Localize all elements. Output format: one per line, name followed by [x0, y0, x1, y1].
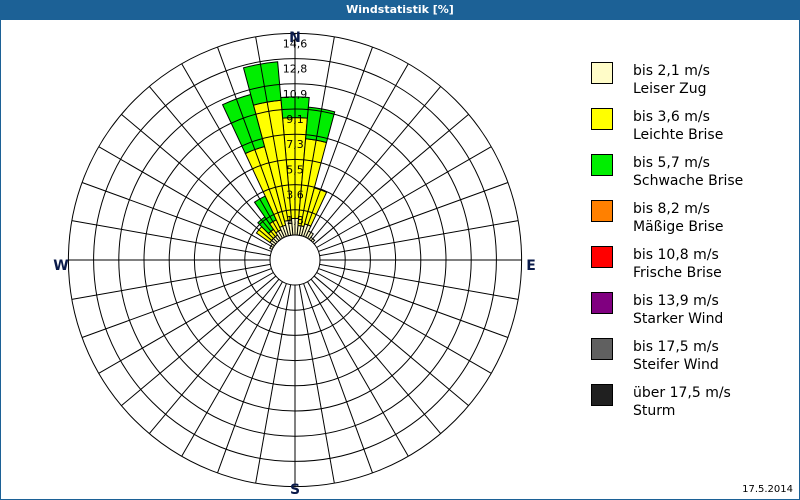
legend-name: Starker Wind: [633, 311, 724, 327]
grid-spoke: [255, 36, 292, 236]
grid-spoke: [313, 275, 469, 407]
grid-spoke: [81, 268, 272, 338]
grid-spoke: [307, 281, 409, 457]
legend-name: Mäßige Brise: [633, 219, 724, 235]
grid-spoke: [217, 283, 287, 474]
grid-spoke: [319, 263, 519, 300]
ring-labels: 1,8 3,6 5,5 7,3 9,1 10,9 12,8 14,6: [283, 37, 308, 226]
grid-spoke: [313, 113, 469, 245]
ring-label: 3,6: [286, 189, 304, 202]
grid-spoke: [298, 284, 335, 484]
legend-name: Leiser Zug: [633, 81, 707, 97]
legend-swatch: [591, 200, 613, 222]
legend-swatch: [591, 62, 613, 84]
grid-spoke: [121, 113, 277, 245]
legend-range: bis 17,5 m/s: [633, 339, 719, 355]
grid-spoke: [316, 146, 492, 248]
ring-label: 7,3: [286, 138, 304, 151]
wind-rose-chart: 1,8 3,6 5,5 7,3 9,1 10,9 12,8 14,6 N E S W: [53, 30, 536, 498]
grid-spoke: [255, 284, 292, 484]
ring-label: 12,8: [283, 63, 308, 76]
legend-range: bis 8,2 m/s: [633, 201, 710, 217]
grid-spoke: [318, 268, 509, 338]
wind-bar-segment: [305, 106, 336, 144]
legend-name: Steifer Wind: [633, 357, 719, 373]
grid-spoke: [148, 86, 280, 242]
grid-spoke: [98, 272, 274, 374]
grid-spoke: [310, 86, 442, 242]
legend-range: bis 13,9 m/s: [633, 293, 719, 309]
compass-west-label: W: [53, 258, 68, 274]
legend-swatch: [591, 338, 613, 360]
legend-name: Leichte Brise: [633, 127, 724, 143]
polar-grid: [67, 32, 523, 488]
legend-range: bis 3,6 m/s: [633, 109, 710, 125]
grid-spoke: [181, 63, 283, 239]
legend-swatch: [591, 154, 613, 176]
compass-east-label: E: [526, 258, 536, 274]
grid-spoke: [71, 263, 271, 300]
grid-spoke: [316, 272, 492, 374]
compass-north-label: N: [289, 30, 301, 46]
legend-name: Frische Brise: [633, 265, 722, 281]
grid-spoke: [148, 278, 280, 434]
grid-spoke: [307, 63, 409, 239]
wind-bar-segment: [242, 61, 282, 106]
grid-spoke: [81, 182, 272, 252]
legend-swatch: [591, 108, 613, 130]
ring-label: 9,1: [286, 113, 304, 126]
ring-label: 1,8: [286, 214, 304, 227]
legend-range: bis 2,1 m/s: [633, 63, 710, 79]
legend-swatch: [591, 292, 613, 314]
grid-spoke: [303, 46, 373, 237]
grid-spoke: [319, 220, 519, 257]
grid-spoke: [318, 182, 509, 252]
grid-spoke: [98, 146, 274, 248]
legend-name: Sturm: [633, 403, 676, 419]
date-stamp: 17.5.2014: [742, 484, 793, 495]
legend-swatch: [591, 384, 613, 406]
grid-spoke: [71, 220, 271, 257]
legend-range: über 17,5 m/s: [633, 385, 731, 401]
ring-label: 5,5: [286, 163, 304, 176]
legend-swatch: [591, 246, 613, 268]
compass-south-label: S: [290, 482, 300, 498]
chart-panel: 1,8 3,6 5,5 7,3 9,1 10,9 12,8 14,6 N E S W bis …: [1, 20, 799, 499]
center-circle: [269, 234, 321, 286]
grid-spoke: [303, 283, 373, 474]
legend-range: bis 10,8 m/s: [633, 247, 719, 263]
wind-bar-segment: [304, 187, 328, 227]
ring-label: 14,6: [283, 37, 308, 50]
grid-spoke: [181, 281, 283, 457]
legend-name: Schwache Brise: [633, 173, 744, 189]
grid-spoke: [298, 36, 335, 236]
grid-spoke: [217, 46, 287, 237]
grid-spoke: [121, 275, 277, 407]
grid-spoke: [310, 278, 442, 434]
legend-range: bis 5,7 m/s: [633, 155, 710, 171]
ring-label: 10,9: [283, 88, 308, 101]
window-title: Windstatistik [%]: [346, 3, 454, 16]
